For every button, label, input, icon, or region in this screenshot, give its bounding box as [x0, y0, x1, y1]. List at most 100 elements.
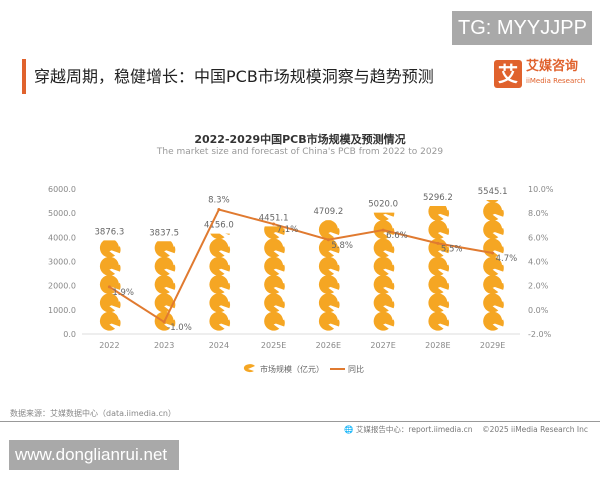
pie-icon-mark — [210, 233, 225, 240]
pie-icon-mark — [373, 293, 393, 313]
logo-mark: 艾 — [494, 60, 522, 88]
pie-icon-mark — [428, 275, 448, 295]
pie-icon-mark — [209, 311, 229, 331]
growth-label: 6.6% — [386, 231, 408, 241]
pie-icon-mark — [99, 293, 119, 313]
chart: 0.0 1000.0 2000.0 3000.0 4000.0 5000.0 6000.0 -… — [48, 185, 554, 374]
right-tick-label: -2.0% — [528, 330, 552, 339]
bar-value-label: 4156.0 — [204, 221, 234, 231]
pie-slice-mark — [494, 282, 504, 290]
pie-slice-mark — [494, 264, 504, 272]
pie-slice-mark — [330, 301, 340, 309]
pie-icon-mark — [373, 311, 393, 331]
pie-slice-mark — [385, 246, 395, 254]
chart-subtitle: The market size and forecast of China's … — [156, 147, 444, 157]
copyright: ©2025 iiMedia Research Inc — [482, 425, 588, 434]
pie-slice-mark — [111, 246, 121, 254]
pie-icon-mark — [428, 293, 448, 313]
pie-icon-mark — [373, 256, 393, 276]
pie-icon-mark — [264, 238, 284, 258]
pie-slice-mark — [225, 233, 230, 235]
left-tick-label: 2000.0 — [48, 282, 76, 291]
growth-label: 4.7% — [496, 254, 518, 264]
bar-value-label: 5020.0 — [368, 200, 398, 210]
category-label: 2023 — [154, 341, 174, 350]
bar-2022 — [99, 240, 121, 331]
category-label: 2029E — [480, 341, 505, 350]
pie-icon-mark — [99, 240, 119, 258]
right-tick-label: 2.0% — [528, 282, 549, 291]
pie-icon-mark — [99, 275, 119, 295]
pie-slice-mark — [220, 264, 231, 272]
pie-slice-mark — [330, 264, 340, 272]
pie-slice-mark — [330, 282, 340, 290]
pie-slice-mark — [494, 228, 504, 235]
bar-value-label: 5545.1 — [478, 187, 508, 197]
watermark-bottom: www.donglianrui.net — [9, 440, 179, 470]
pie-icon-mark — [318, 238, 338, 258]
logo: 艾 艾媒咨询 iiMedia Research — [494, 60, 585, 88]
logo-en: iiMedia Research — [526, 77, 586, 85]
pie-icon-mark — [428, 206, 448, 221]
pie-slice-mark — [385, 212, 395, 217]
watermark-top: TG: MYYJJPP — [452, 11, 592, 45]
category-label: 2025E — [261, 341, 286, 350]
pie-icon-mark — [373, 275, 393, 295]
pie-icon-mark — [483, 201, 503, 221]
pie-slice-mark — [494, 319, 504, 327]
globe-icon: 🌐 — [344, 425, 354, 434]
right-tick-label: 6.0% — [528, 233, 549, 242]
pie-slice-mark — [439, 246, 450, 254]
pie-icon-mark — [428, 256, 448, 276]
growth-point — [436, 241, 440, 245]
category-label: 2028E — [425, 341, 450, 350]
bar-value-label: 3876.3 — [95, 227, 125, 237]
pie-icon-mark — [209, 256, 229, 276]
pie-slice-mark — [439, 319, 450, 327]
pie-icon-mark — [483, 293, 503, 313]
pie-slice-mark — [111, 319, 121, 327]
pie-icon-mark — [318, 311, 338, 331]
pie-icon-mark — [154, 241, 174, 258]
pie-slice-mark — [330, 246, 340, 254]
growth-point — [381, 228, 385, 232]
pie-icon-mark — [99, 256, 119, 276]
pie-icon-mark — [318, 256, 338, 276]
pie-slice-mark — [111, 282, 121, 290]
bar-value-label: 4451.1 — [259, 213, 289, 223]
footer-divider — [0, 421, 600, 422]
bar-value-label: 5296.2 — [423, 193, 453, 203]
category-label: 2024 — [209, 341, 229, 350]
title-accent-bar — [22, 59, 26, 94]
bar-2028E — [428, 206, 450, 331]
pie-icon-mark — [318, 293, 338, 313]
pie-icon-mark — [325, 220, 332, 221]
report-link[interactable]: 艾媒报告中心：report.iimedia.cn — [355, 425, 473, 434]
left-tick-label: 3000.0 — [48, 258, 76, 267]
left-tick-label: 0.0 — [63, 330, 76, 339]
right-tick-label: 0.0% — [528, 306, 549, 315]
right-tick-label: 8.0% — [528, 209, 549, 218]
data-source: 数据来源：艾媒数据中心（data.iimedia.cn） — [10, 409, 176, 418]
pie-slice-mark — [494, 301, 504, 309]
pie-slice-mark — [439, 282, 450, 290]
pie-slice-mark — [275, 319, 285, 327]
pie-slice-mark — [220, 282, 231, 290]
pie-slice-mark — [275, 282, 285, 290]
pie-slice-mark — [111, 264, 121, 272]
pie-icon-mark — [483, 311, 503, 331]
pie-icon-mark — [264, 256, 284, 276]
pie-slice-mark — [494, 246, 504, 254]
bar-2027E — [373, 212, 395, 331]
pie-icon-mark — [373, 238, 393, 258]
pie-slice-mark — [111, 301, 121, 309]
chart-title: 2022-2029中国PCB市场规模及预测情况 — [194, 133, 406, 146]
growth-point — [272, 222, 276, 226]
pie-slice-mark — [385, 319, 395, 327]
bar-2026E — [318, 220, 340, 331]
pie-icon-mark — [154, 256, 174, 276]
legend-bar-label: 市场规模（亿元） — [260, 364, 324, 374]
pie-slice-mark — [439, 209, 450, 217]
pie-slice-mark — [439, 264, 450, 272]
growth-point — [162, 320, 166, 324]
